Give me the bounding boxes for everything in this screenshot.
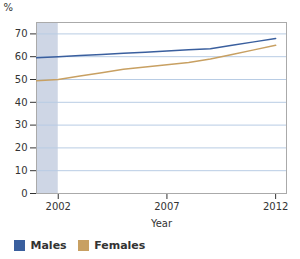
html-text:Females: Females bbox=[94, 239, 146, 252]
svg-text:60: 60 bbox=[15, 51, 28, 62]
svg-text:20: 20 bbox=[15, 142, 28, 153]
svg-text:Year: Year bbox=[150, 218, 173, 229]
svg-text:40: 40 bbox=[15, 97, 28, 108]
svg-text:70: 70 bbox=[15, 28, 28, 39]
svg-text:0: 0 bbox=[21, 188, 27, 199]
html-text:Males: Males bbox=[30, 239, 67, 252]
svg-text:30: 30 bbox=[15, 119, 28, 130]
svg-text:2002: 2002 bbox=[46, 201, 71, 212]
svg-text:2012: 2012 bbox=[263, 201, 288, 212]
svg-text:10: 10 bbox=[15, 165, 28, 176]
svg-text:2007: 2007 bbox=[154, 201, 179, 212]
svg-text:50: 50 bbox=[15, 74, 28, 85]
svg-text:%: % bbox=[4, 2, 14, 13]
